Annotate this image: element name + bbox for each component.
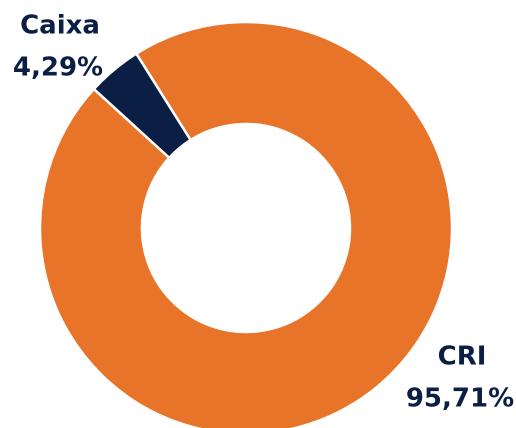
value-label: 4,29%: [13, 53, 103, 83]
value-label: 95,71%: [406, 384, 514, 414]
category-label: Caixa: [20, 11, 100, 41]
donut: [38, 20, 454, 428]
donut-slice: [38, 20, 454, 428]
category-label: CRI: [438, 342, 487, 372]
